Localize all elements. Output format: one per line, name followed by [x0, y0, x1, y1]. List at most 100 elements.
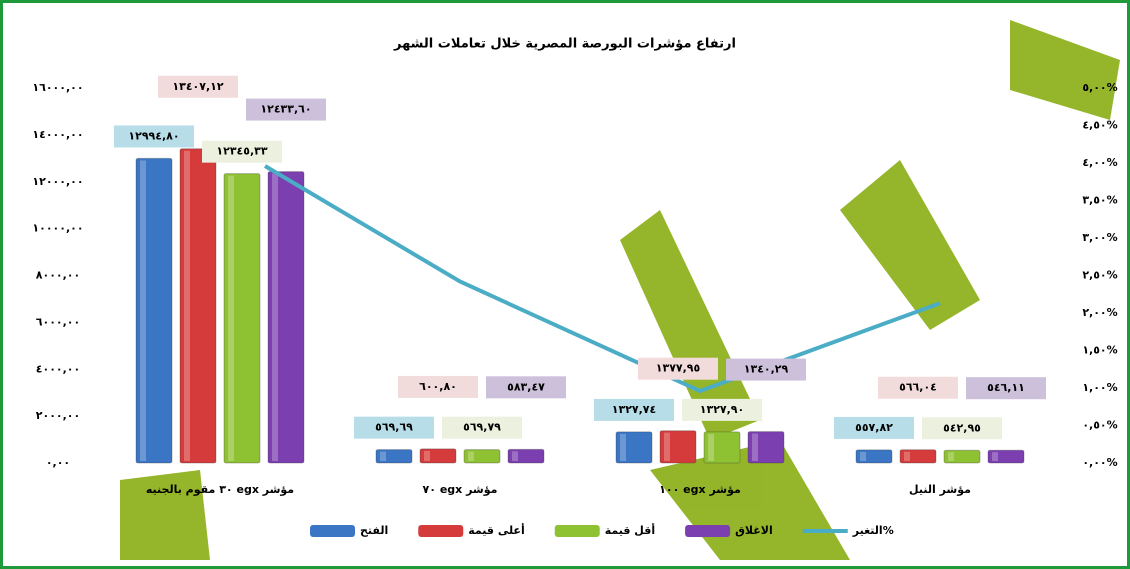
- bar: [899, 449, 937, 464]
- legend-label: التغير%: [852, 524, 894, 537]
- y2-tick-label: ٣,٥٠%: [1082, 194, 1117, 207]
- bar: [375, 449, 413, 464]
- chart-title: ارتفاع مؤشرات البورصة المصرية خلال تعامل…: [393, 37, 736, 52]
- y-tick-label: ٠,٠٠: [46, 456, 70, 469]
- legend-label: الفتح: [360, 524, 388, 537]
- data-label: ١٣٤٠٧,١٢: [172, 80, 223, 93]
- bar: [615, 431, 653, 464]
- data-label-box: [726, 358, 806, 381]
- bar-shine: [468, 451, 474, 461]
- bar-shine: [228, 175, 234, 462]
- data-label: ٥٨٣,٤٧: [507, 380, 545, 393]
- data-label-box: [682, 398, 762, 421]
- legend-label: أقل قيمة: [605, 523, 655, 537]
- bar: [223, 173, 261, 464]
- bar-shine: [860, 451, 866, 461]
- bar-shine: [992, 452, 998, 461]
- bar-shine: [380, 451, 386, 461]
- data-label: ٥٦٩,٧٩: [463, 421, 501, 434]
- y-tick-label: ٦٠٠٠,٠٠: [36, 315, 80, 328]
- y2-tick-label: ٢,٥٠%: [1082, 269, 1117, 282]
- bar: [179, 148, 217, 464]
- data-label-box: [398, 375, 478, 398]
- bar-shine: [424, 450, 430, 461]
- data-label-box: [246, 98, 326, 121]
- x-tick-label: مؤشر egx ٧٠: [423, 483, 498, 496]
- data-label: ١٣٢٧,٧٤: [612, 403, 656, 416]
- data-label: ٦٠٠,٨٠: [419, 380, 457, 393]
- data-label: ٥٦٦,٠٤: [899, 381, 937, 394]
- data-label: ١٢٩٩٤,٨٠: [128, 129, 179, 142]
- data-label-box: [114, 125, 194, 148]
- bar: [855, 449, 893, 464]
- data-label: ١٢٣٤٥,٣٣: [216, 145, 267, 158]
- data-label-box: [878, 376, 958, 399]
- data-label-box: [486, 376, 566, 399]
- y2-tick-label: ٥,٠٠%: [1082, 81, 1117, 94]
- bar-shine: [752, 433, 758, 461]
- data-label: ١٣٧٧,٩٥: [656, 362, 701, 375]
- bar-shine: [620, 433, 626, 461]
- data-label: ١٢٤٣٣,٦٠: [260, 103, 311, 116]
- data-label: ٥٤٦,١١: [987, 381, 1025, 394]
- y2-tick-label: ١,٠٠%: [1082, 381, 1117, 394]
- data-label: ٥٤٢,٩٥: [943, 421, 981, 434]
- bar: [747, 431, 785, 464]
- bar: [135, 157, 173, 464]
- legend-label: الاغلاق: [735, 524, 773, 537]
- data-label-box: [594, 398, 674, 421]
- x-tick-label: مؤشر egx ١٠٠: [659, 483, 741, 496]
- data-label: ١٣٤٠,٢٩: [744, 363, 789, 376]
- data-label-box: [442, 416, 522, 439]
- y2-tick-label: ٠,٥٠%: [1082, 419, 1117, 432]
- data-label: ١٣٢٧,٩٠: [700, 403, 744, 416]
- data-label-box: [354, 416, 434, 439]
- bar-shine: [904, 451, 910, 461]
- data-label: ٥٦٩,٦٩: [375, 421, 413, 434]
- bar: [463, 449, 501, 464]
- bar-shine: [272, 173, 278, 461]
- bar-shine: [948, 452, 954, 461]
- bar-shine: [184, 150, 190, 461]
- data-label: ٥٥٧,٨٢: [855, 421, 893, 434]
- data-label-box: [966, 377, 1046, 400]
- y2-tick-label: ٠,٠٠%: [1082, 456, 1117, 469]
- data-label-box: [922, 417, 1002, 440]
- bar: [267, 171, 305, 464]
- y-tick-label: ٤٠٠٠,٠٠: [36, 362, 80, 375]
- data-label-box: [834, 416, 914, 439]
- y-tick-label: ٨٠٠٠,٠٠: [36, 269, 80, 282]
- y-tick-label: ٢٠٠٠,٠٠: [36, 409, 80, 422]
- line: [263, 164, 941, 394]
- legend-swatch: [418, 525, 464, 537]
- y-tick-label: ١٦٠٠٠,٠٠: [32, 81, 83, 94]
- bar-shine: [708, 433, 714, 461]
- y2-tick-label: ٣,٠٠%: [1082, 231, 1117, 244]
- legend-swatch: [310, 525, 355, 537]
- y2-tick-label: ١,٥٠%: [1082, 344, 1117, 357]
- y2-tick-label: ٢,٠٠%: [1082, 306, 1117, 319]
- y2-tick-label: ٤,٥٠%: [1082, 119, 1117, 132]
- bar: [703, 431, 741, 464]
- x-tick-label: مؤشر النيل: [909, 483, 971, 496]
- bar: [987, 449, 1025, 464]
- y-tick-label: ١٠٠٠٠,٠٠: [32, 222, 83, 235]
- bar: [419, 448, 457, 464]
- legend-swatch: [685, 525, 731, 537]
- bar-shine: [512, 451, 518, 461]
- legend-swatch: [554, 525, 600, 537]
- bar-shine: [664, 432, 670, 461]
- data-label-box: [202, 140, 282, 163]
- x-tick-label: مؤشر egx ٣٠ مقوم بالجنيه: [146, 483, 294, 496]
- legend: الفتح أعلى قيمة أقل قيمة الاغلاق التغير%: [310, 523, 894, 537]
- data-label-box: [638, 357, 718, 380]
- y2-tick-label: ٤,٠٠%: [1082, 156, 1117, 169]
- y-tick-label: ١٤٠٠٠,٠٠: [32, 128, 83, 141]
- bar: [659, 430, 697, 464]
- y-tick-label: ١٢٠٠٠,٠٠: [32, 175, 83, 188]
- bar-shine: [140, 160, 146, 461]
- data-label-box: [158, 75, 238, 98]
- legend-label: أعلى قيمة: [468, 523, 524, 537]
- bar: [943, 449, 981, 464]
